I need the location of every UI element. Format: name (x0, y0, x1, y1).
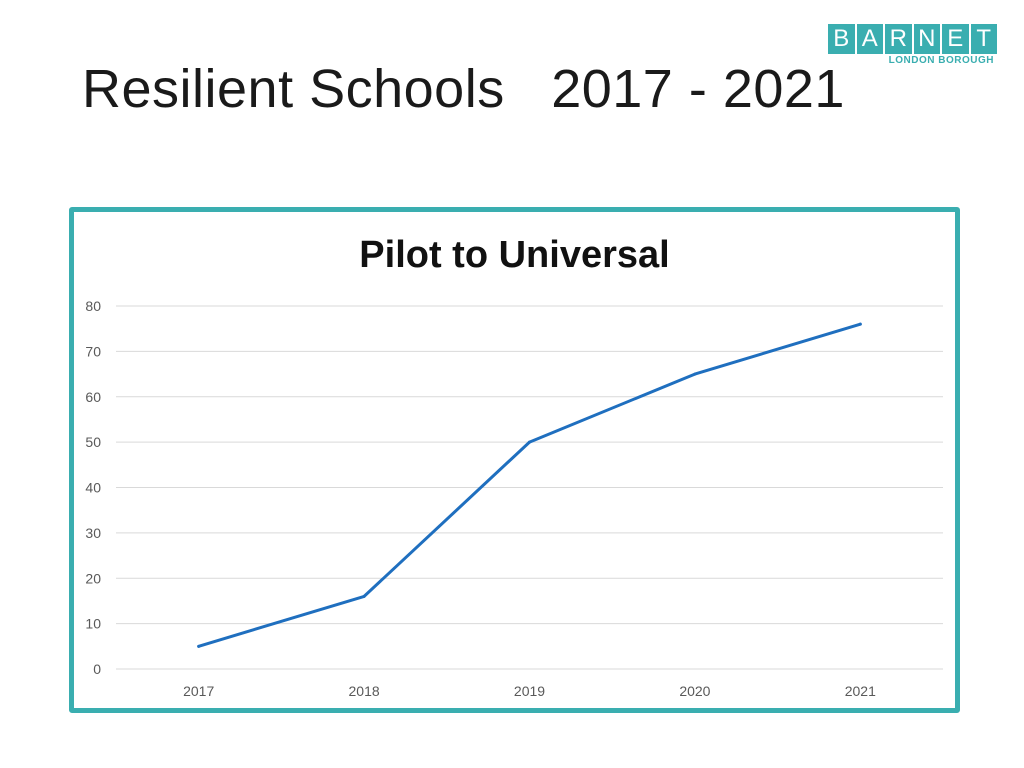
y-tick-label: 50 (85, 434, 101, 450)
logo-letter: B (828, 24, 855, 54)
x-tick-label: 2021 (845, 683, 876, 699)
logo-letter: A (856, 24, 883, 54)
data-point (528, 440, 531, 444)
y-tick-label: 80 (85, 298, 101, 314)
x-tick-label: 2018 (349, 683, 380, 699)
logo-letter: E (942, 24, 969, 54)
data-point (858, 322, 862, 326)
logo-letter: N (913, 24, 940, 54)
data-point (362, 594, 366, 598)
data-point (197, 644, 201, 648)
series-line (197, 322, 862, 648)
barnet-logo: B A R N E T LONDON BOROUGH (828, 24, 998, 66)
y-tick-label: 20 (85, 570, 101, 586)
data-point (693, 372, 697, 376)
y-tick-label: 40 (85, 480, 101, 496)
x-tick-label: 2020 (679, 683, 710, 699)
logo-letter: T (970, 24, 997, 54)
y-tick-label: 30 (85, 525, 101, 541)
x-tick-label: 2017 (183, 683, 214, 699)
x-tick-label: 2019 (514, 683, 545, 699)
logo-letter: R (885, 24, 912, 54)
chart-title: Pilot to Universal (359, 234, 670, 276)
logo-subtitle: LONDON BOROUGH (888, 55, 994, 66)
chart-frame: Pilot to Universal 0 10 20 30 40 50 60 70 80 2017… (69, 207, 960, 713)
logo-letters: B A R N E T (828, 24, 998, 54)
line-chart: 0 10 20 30 40 50 60 70 80 2017 2018 2019 2020 2021 (85, 298, 943, 699)
page-title: Resilient Schools 2017 - 2021 (82, 59, 845, 119)
y-tick-label: 60 (85, 389, 101, 405)
y-tick-label: 10 (85, 616, 101, 632)
y-tick-label: 70 (85, 343, 101, 359)
y-tick-label: 0 (93, 661, 101, 677)
